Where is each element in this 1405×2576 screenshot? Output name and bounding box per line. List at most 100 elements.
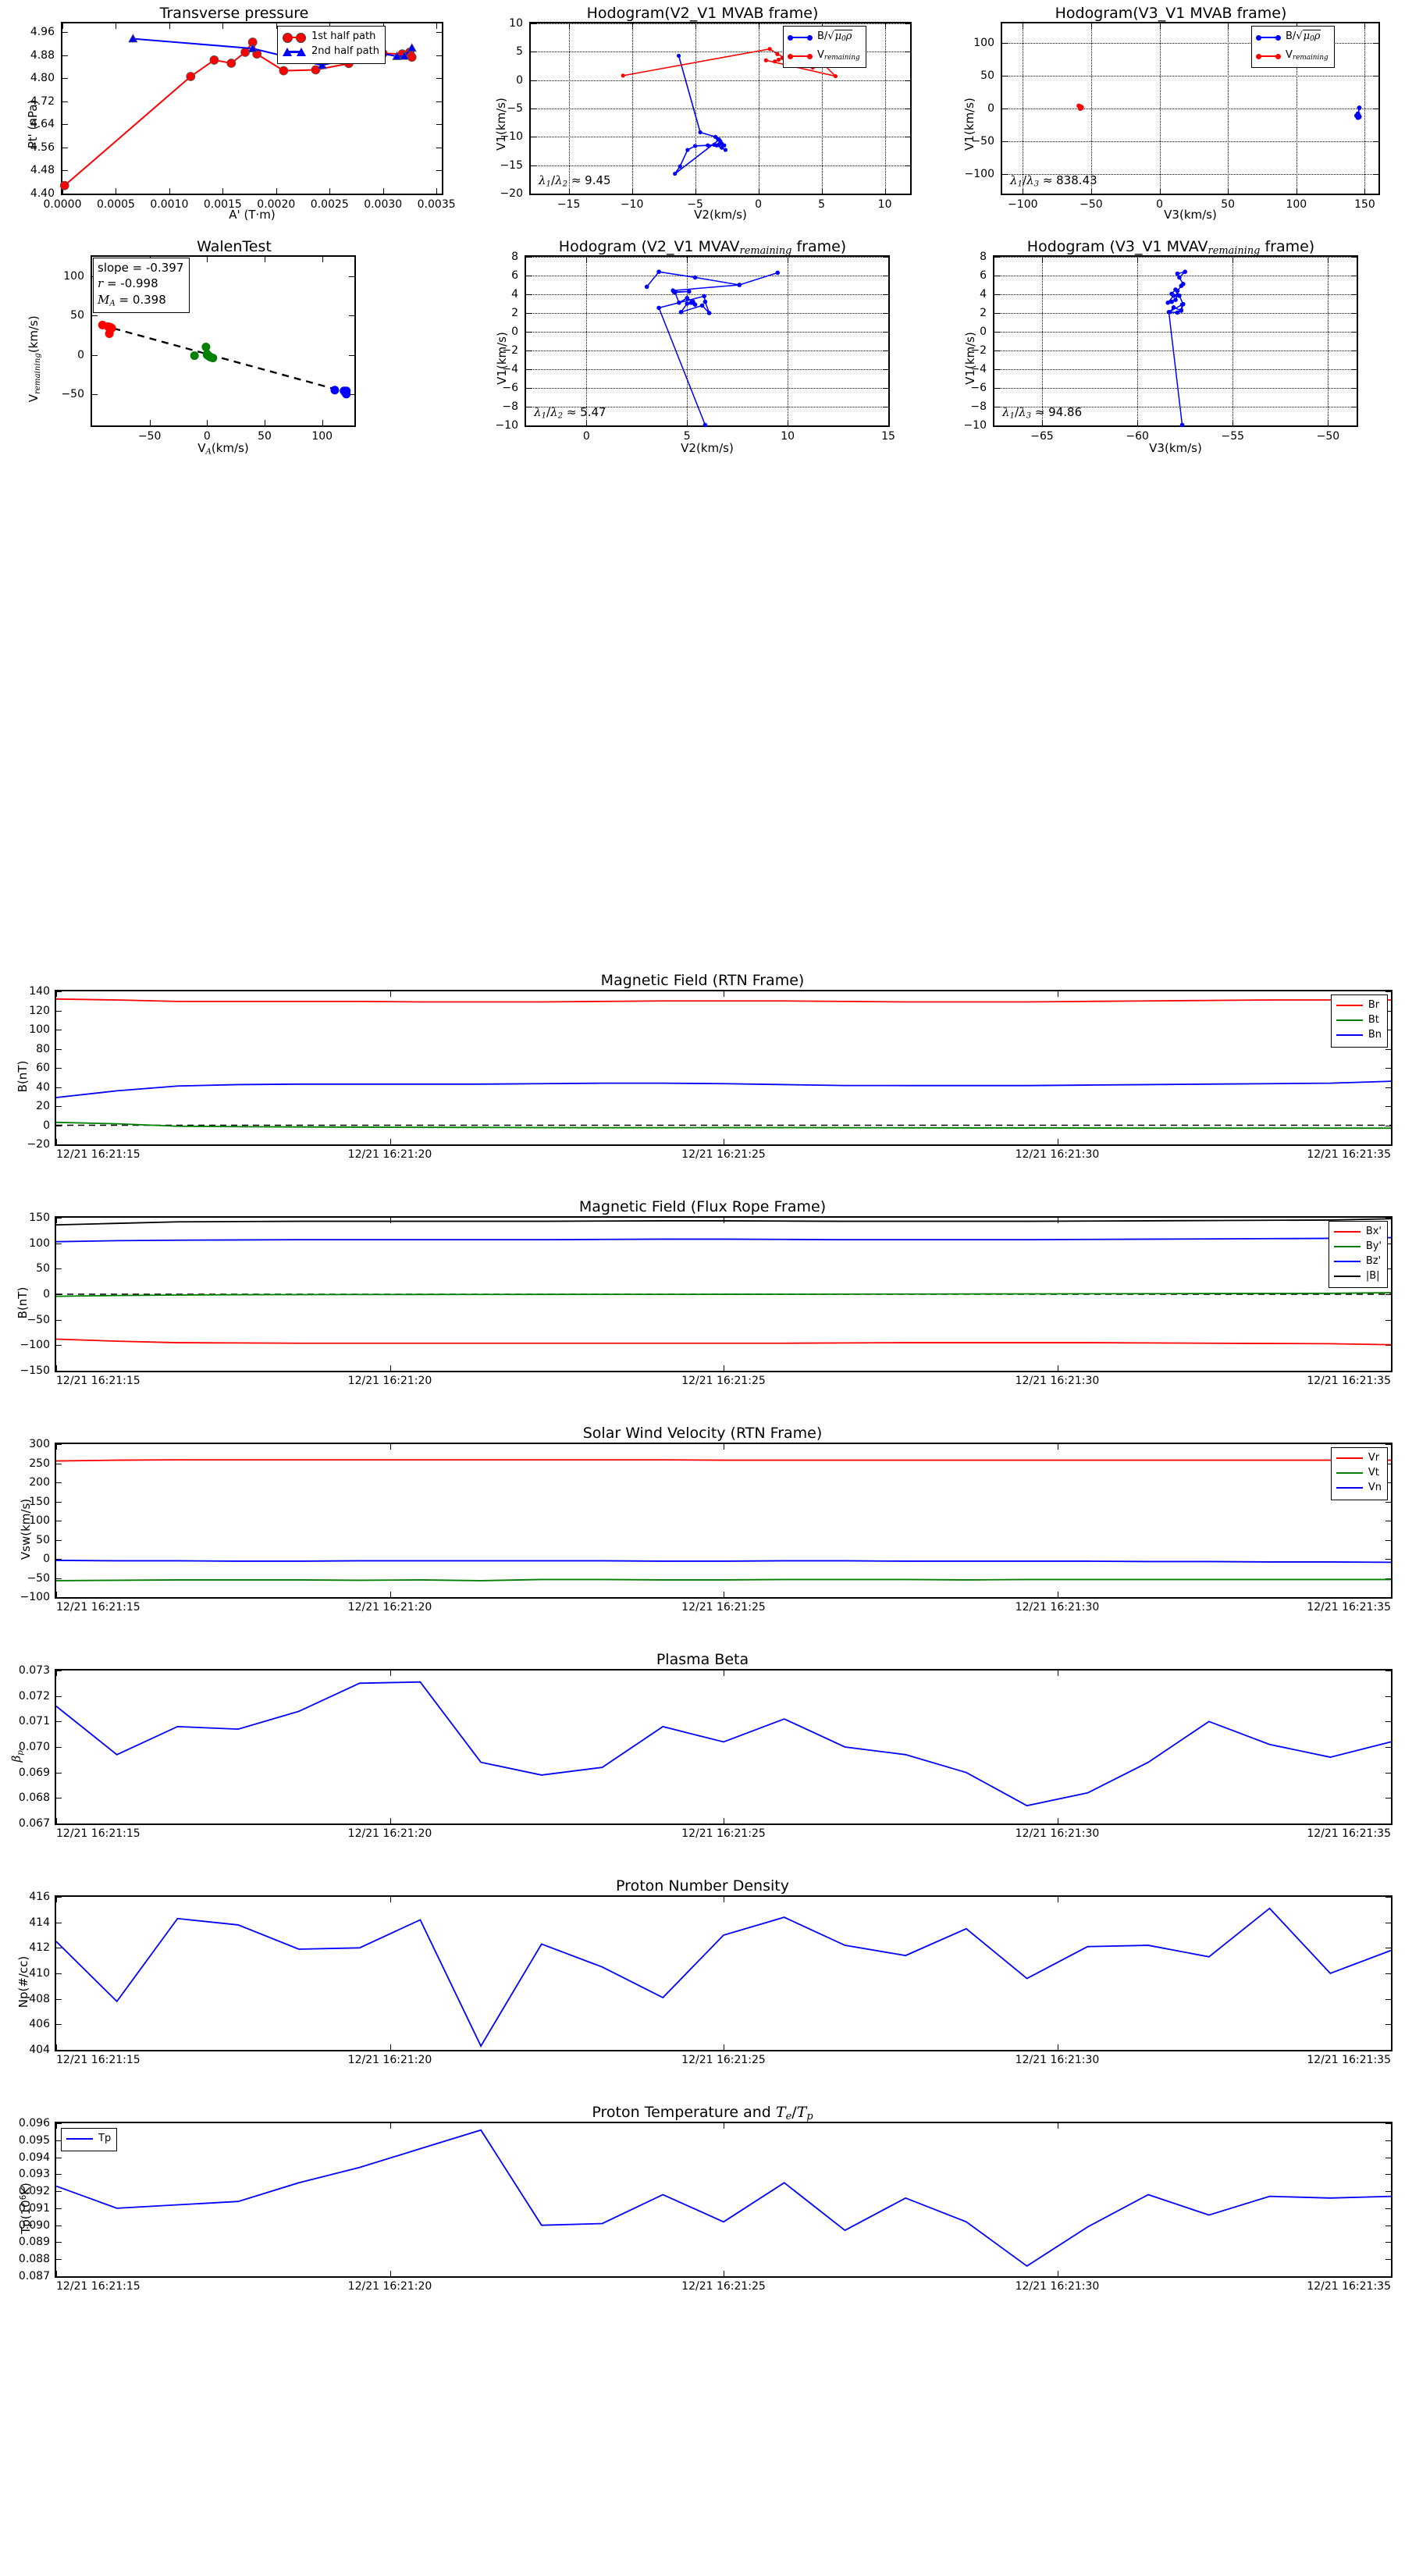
- tick-mark-x: [56, 2044, 57, 2050]
- y-tick-label: −10: [500, 130, 523, 144]
- y-tick-label: 412: [29, 1941, 50, 1955]
- series-line-b: [56, 1218, 1391, 1226]
- legend-item: By': [1333, 1240, 1382, 1254]
- series-line-bn: [56, 1080, 1391, 1098]
- tick-mark-x: [56, 2123, 57, 2129]
- tick-mark-x: [62, 188, 63, 194]
- tick-mark-y: [883, 294, 888, 295]
- data-layer: [56, 1681, 1391, 1807]
- tick-mark-x: [436, 23, 438, 29]
- plot-area: 0.067 0.068 0.069 0.070 0.071 0.072 0.073 12/21…: [19, 1664, 1393, 1840]
- data-point: [247, 43, 258, 52]
- tick-mark-y: [56, 1578, 62, 1579]
- data-point: [775, 52, 780, 56]
- tick-mark-y: [1385, 1798, 1391, 1799]
- x-tick-label: 12/21 16:21:25: [681, 1148, 766, 1161]
- tick-mark-y: [883, 332, 888, 333]
- y-tick-label: −2: [970, 344, 987, 357]
- legend-label: Bx': [1365, 1226, 1382, 1237]
- x-tick-label: 0.0030: [364, 198, 403, 211]
- gridline-horizontal: [526, 350, 888, 351]
- tick-mark-y: [994, 369, 1000, 370]
- tick-mark-y: [1385, 1482, 1391, 1483]
- tick-mark-y: [436, 78, 442, 80]
- panel-hodogram-v3v1-mvav: Hodogram (V3_V1 MVAVremaining frame) V1(…: [937, 230, 1405, 461]
- data-point: [702, 422, 708, 428]
- data-point: [1173, 297, 1178, 302]
- data-point: [685, 301, 690, 306]
- y-tick-label: 4: [980, 288, 987, 301]
- x-tick-label: −55: [1221, 430, 1245, 443]
- x-tick-label: 5: [818, 198, 826, 211]
- y-tick-label: 404: [29, 2044, 50, 2056]
- x-tick-label: 12/21 16:21:35: [1307, 2054, 1391, 2066]
- tick-mark-y: [1351, 425, 1357, 426]
- data-layer: [1165, 269, 1188, 428]
- data-point: [340, 387, 350, 397]
- line-marker-icon: [1256, 54, 1281, 60]
- y-tick-label: 408: [29, 1992, 50, 2005]
- x-tick-label: 12/21 16:21:30: [1015, 1148, 1100, 1161]
- tick-mark-y: [526, 369, 532, 370]
- x-tick-label: 0.0000: [43, 198, 82, 211]
- gridline-horizontal: [1002, 173, 1378, 175]
- x-tick-label: 0.0005: [96, 198, 135, 211]
- legend-item: Vr: [1336, 1451, 1382, 1466]
- data-point: [767, 47, 772, 52]
- tick-mark-x: [1090, 23, 1092, 29]
- x-tick-label: 0.0010: [150, 198, 189, 211]
- tick-mark-y: [1351, 369, 1357, 370]
- tick-mark-x: [586, 257, 588, 262]
- y-tick-label: 0: [43, 1288, 50, 1300]
- data-point: [1355, 114, 1361, 119]
- tick-mark-x: [1391, 1365, 1392, 1371]
- y-tick-label: −8: [502, 400, 518, 413]
- tick-mark-y: [994, 388, 1000, 389]
- tick-mark-y: [349, 393, 354, 395]
- y-tick-label: −20: [27, 1138, 50, 1151]
- y-tick-label: 410: [29, 1967, 50, 1980]
- legend-item-vremaining: Vremaining: [788, 48, 860, 63]
- tick-mark-y: [1385, 1010, 1391, 1012]
- gridline-horizontal: [526, 332, 888, 333]
- y-tick-label: 0: [77, 348, 84, 361]
- legend-label: Bt: [1368, 1013, 1379, 1026]
- tick-mark-x: [884, 188, 886, 194]
- plot-area: −10 −8 −6 −4 −2 0 2 4 6 8 0 5 10 15: [495, 251, 895, 443]
- plot-area: −20 −15 −10 −5 0 5 10 −15 −10 −5 0 5 10: [500, 17, 912, 211]
- y-tick-label: 0: [980, 326, 987, 338]
- x-tick-label: 12/21 16:21:15: [56, 1827, 140, 1840]
- panel-solar-wind-velocity: Solar Wind Velocity (RTN Frame) Vsw(km/s…: [0, 1421, 1405, 1647]
- data-point: [717, 137, 721, 142]
- x-tick-label: −65: [1030, 430, 1054, 443]
- tick-mark-y: [994, 313, 1000, 314]
- legend-label: Vn: [1368, 1481, 1382, 1493]
- y-tick-label: 0: [43, 1553, 50, 1565]
- tick-mark-y: [905, 165, 910, 166]
- y-tick-label: 0.069: [18, 1766, 50, 1779]
- tick-mark-x: [56, 1670, 57, 1676]
- plot-area: 404 406 408 410 412 414 416 12/21 16:21:15 12/21…: [29, 1891, 1393, 2066]
- tick-mark-x: [389, 1818, 391, 1823]
- x-axis-label: V3(km/s): [1164, 208, 1217, 222]
- data-layer: [56, 1218, 1391, 1346]
- legend-label: Vr: [1368, 1452, 1380, 1464]
- tick-mark-y: [1385, 1772, 1391, 1774]
- tick-mark-y: [436, 101, 442, 102]
- tick-mark-y: [1351, 257, 1357, 258]
- line-swatch-icon: [1333, 1246, 1361, 1248]
- tick-mark-y: [56, 1218, 62, 1219]
- tick-mark-y: [883, 425, 888, 426]
- tick-mark-y: [62, 124, 68, 126]
- tick-mark-x: [276, 23, 277, 29]
- tick-mark-x: [389, 2123, 391, 2129]
- tick-mark-y: [1385, 2024, 1391, 2026]
- tick-mark-x: [56, 991, 57, 997]
- series-line-by: [56, 1292, 1391, 1297]
- tick-mark-y: [1385, 1501, 1391, 1503]
- tick-mark-x: [1137, 257, 1139, 262]
- data-point: [205, 352, 214, 361]
- panel-title: Hodogram(V2_V1 MVAB frame): [586, 5, 819, 22]
- y-tick-label: −5: [507, 102, 523, 115]
- panel-proton-temperature: Proton Temperature and Te/Tp Tp(106K) 0.…: [0, 2100, 1405, 2326]
